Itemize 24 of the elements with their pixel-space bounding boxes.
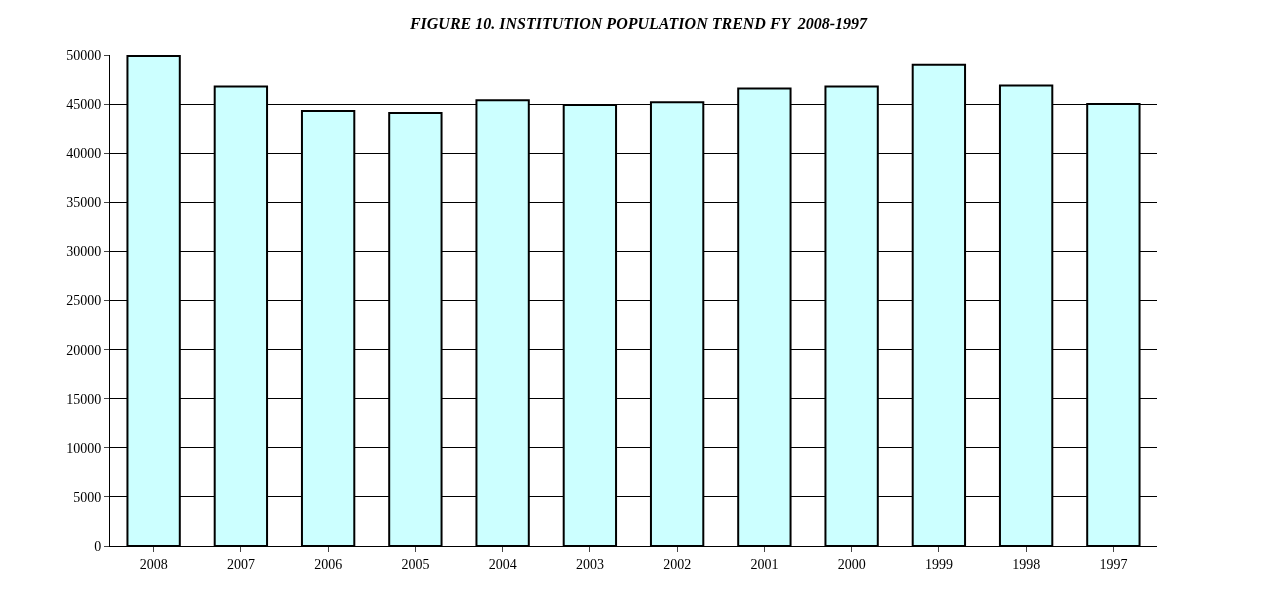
x-tick-label: 2006 (314, 556, 343, 572)
y-tick-label: 50000 (66, 47, 102, 63)
x-tick-label: 2007 (226, 556, 255, 572)
y-tick-label: 25000 (66, 293, 102, 309)
x-tick-label: 1997 (1099, 556, 1128, 572)
y-tick-label: 45000 (66, 97, 102, 112)
x-tick-label: 2001 (750, 556, 779, 572)
y-tick-label: 40000 (66, 146, 102, 162)
y-tick-label: 15000 (66, 391, 102, 407)
chart-title: FIGURE 10. INSTITUTION POPULATION TREND FY 2008-1997 (408, 14, 869, 32)
y-tick-label: 35000 (66, 195, 102, 211)
x-tick-label: 2004 (488, 556, 517, 572)
x-tick-label: 2002 (663, 556, 692, 572)
x-tick-label: 2003 (575, 556, 604, 572)
x-tick-label: 2000 (837, 556, 866, 572)
y-tick-label: 10000 (66, 440, 102, 456)
y-tick-label: 5000 (73, 489, 102, 505)
x-tick-label: 2005 (401, 556, 430, 572)
y-tick-label: 20000 (66, 342, 102, 358)
y-tick-label: 0 (94, 538, 102, 554)
x-tick-label: 2008 (139, 556, 168, 572)
x-tick-label: 1998 (1012, 556, 1041, 572)
y-tick-label: 30000 (66, 244, 102, 260)
x-tick-label: 1999 (924, 556, 953, 572)
